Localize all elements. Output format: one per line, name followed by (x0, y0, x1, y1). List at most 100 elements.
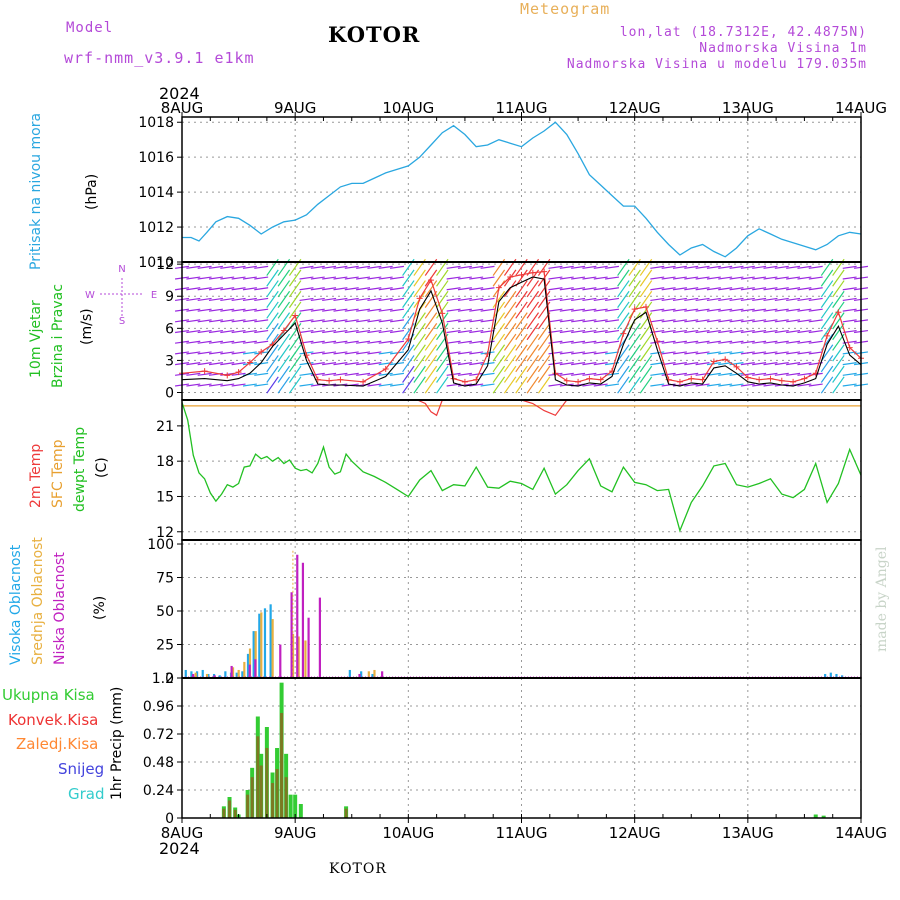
wind-barb (390, 308, 405, 312)
cloud-bar-mid (271, 619, 274, 678)
wind-barb (729, 372, 744, 376)
wind-barb (254, 372, 269, 376)
wind-barb (628, 280, 641, 298)
x-tick-label-bottom: 8AUG (161, 824, 203, 842)
wind-barb (695, 265, 710, 269)
precip-bar-convective (265, 748, 269, 818)
wind-barb (672, 276, 687, 280)
wind-barb (820, 344, 834, 362)
wind-barb (763, 383, 778, 387)
compass-e: E (151, 290, 157, 301)
wind-barb (593, 329, 608, 334)
wind-barb (457, 340, 472, 344)
wind-barb (593, 276, 608, 280)
cloud-bar-high (258, 613, 261, 678)
wind-barb (617, 365, 630, 383)
wind-barb (231, 340, 246, 344)
precip-bar-total (293, 794, 298, 818)
wind-barb (413, 312, 426, 330)
wind-barb (820, 355, 834, 373)
wind-barb (333, 329, 348, 334)
wind-barb (367, 308, 382, 312)
wind-barb (480, 297, 495, 302)
wind-barb (718, 265, 733, 269)
wind-barb (457, 383, 472, 387)
wind-barb (446, 297, 461, 302)
wind-barb (220, 351, 235, 355)
wind-barb (378, 319, 393, 323)
wind-barb (718, 297, 733, 302)
wind-barb (548, 276, 563, 280)
wind-barb (515, 365, 528, 383)
wind-barb (695, 287, 710, 291)
wind-barb (310, 297, 325, 302)
wind-barb (231, 319, 246, 323)
wind-barb (740, 319, 755, 323)
wind-barb (786, 340, 801, 344)
precip-bar-convective (259, 765, 263, 818)
wind-barb (571, 308, 586, 312)
wind-barb (559, 372, 574, 376)
wind-barb (266, 344, 279, 362)
wind-barb (740, 362, 755, 366)
gust-marker (461, 378, 468, 385)
wind-barb (650, 287, 665, 291)
wind-barb (808, 340, 823, 344)
wind-barb (299, 362, 314, 366)
cloud-bar-high (348, 669, 351, 678)
wind-barb (220, 276, 235, 280)
wind-barb (786, 308, 801, 312)
x-tick-label-bottom: 11AUG (496, 824, 548, 842)
wind-barb (492, 355, 506, 373)
wind-barb (774, 329, 789, 334)
wind-barb (628, 322, 641, 341)
wind-barb (774, 319, 789, 323)
wind-barb (344, 329, 359, 334)
gust-marker (597, 376, 604, 383)
wind-barb (582, 351, 597, 355)
x-tick-label-bottom: 14AUG (835, 824, 887, 842)
wind-barb (186, 308, 201, 312)
wind-barb (254, 308, 269, 312)
wind-barb (208, 383, 223, 387)
wind-barb (220, 340, 235, 344)
wind-barb (310, 265, 325, 269)
wind-barb (299, 329, 314, 334)
x-tick-label-bottom: 9AUG (274, 824, 316, 842)
gust-marker (360, 378, 367, 385)
precip-bar-convective (246, 794, 250, 818)
wind-barb (797, 362, 812, 366)
wind-barb (808, 383, 823, 387)
gust-marker (427, 277, 434, 284)
wind-barb (503, 376, 517, 394)
wind-barb (356, 351, 371, 355)
wind-barb (344, 319, 359, 323)
wind-barb (832, 312, 845, 330)
wind-barb (480, 265, 495, 269)
wind-barb (310, 329, 325, 334)
x-tick-label-top: 13AUG (722, 99, 774, 117)
wind-barb (367, 362, 382, 366)
wind-barb (797, 287, 812, 291)
wind-barb (503, 333, 517, 351)
wind-barb (763, 340, 778, 344)
wind-barb (842, 287, 857, 291)
wind-barb (333, 372, 348, 376)
wind-barb (661, 297, 676, 302)
wind-barb (571, 340, 586, 344)
wind-barb (333, 287, 348, 291)
wind-barb (446, 329, 461, 334)
wind-barb (786, 297, 801, 302)
cloud-bar-low (230, 665, 233, 678)
wind-barb (378, 372, 393, 376)
wind-barb (277, 301, 291, 319)
cloud-bar-mid (243, 661, 246, 678)
wind-barb (492, 301, 506, 319)
wind-barb (277, 290, 291, 308)
wind-barb (310, 276, 325, 280)
wind-barb (231, 287, 246, 291)
wind-barb (661, 308, 676, 312)
gust-marker (744, 374, 751, 381)
wind-barb (424, 290, 438, 308)
wind-barb (413, 355, 426, 373)
